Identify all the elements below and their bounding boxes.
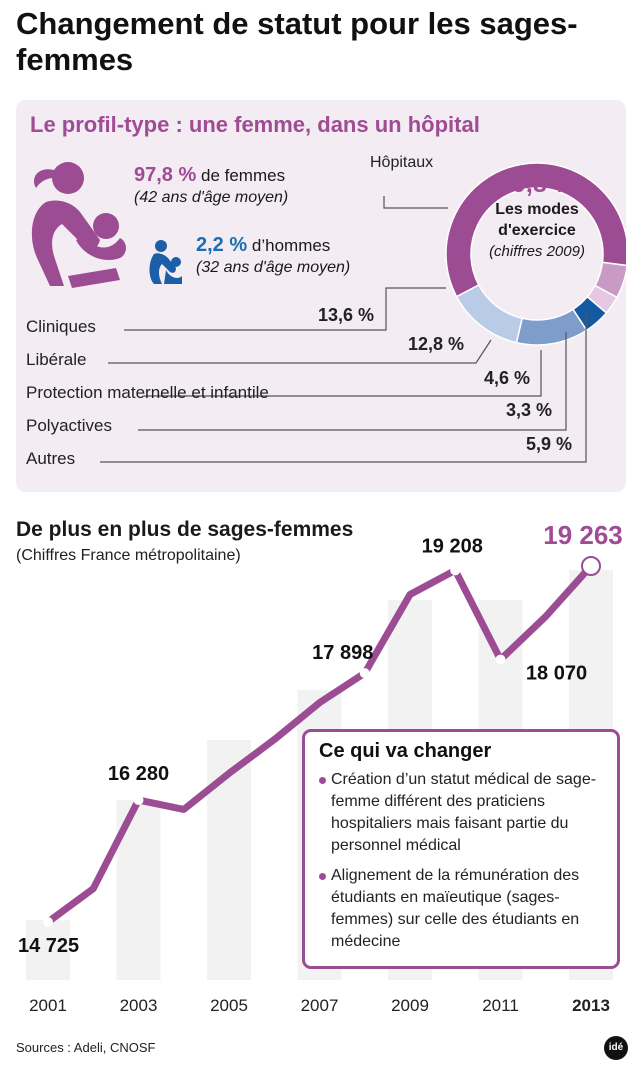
grid-bar-2001 xyxy=(26,920,70,980)
donut-line3: (chiffres 2009) xyxy=(489,243,585,260)
sources: Sources : Adeli, CNOSF xyxy=(16,1040,156,1055)
x-tick-2009: 2009 xyxy=(391,996,429,1015)
point-2010 xyxy=(450,565,461,576)
profile-title: Le profil-type : une femme, dans un hôpi… xyxy=(30,112,480,137)
donut-line2: d'exercice xyxy=(498,222,576,239)
leader-liberale xyxy=(108,339,492,364)
mother-child-icon xyxy=(31,162,126,288)
label-pmi: Protection maternelle et infantile xyxy=(26,383,269,402)
leader-autres xyxy=(100,314,587,463)
point-2011 xyxy=(495,654,506,665)
pct-cliniques: 13,6 % xyxy=(317,305,374,325)
label-polyactives: Polyactives xyxy=(26,416,112,435)
label-liberale: Libérale xyxy=(26,350,87,369)
callout-list: Création d’un statut médical de sage-fem… xyxy=(319,769,603,953)
men-stat: 2,2 % d’hommes (32 ans d'âge moyen) xyxy=(196,234,350,279)
donut-chart xyxy=(100,162,626,463)
women-label: de femmes xyxy=(201,166,286,185)
ide-logo: idé xyxy=(604,1036,628,1060)
leader-hospitals xyxy=(383,196,448,209)
leader-pmi xyxy=(144,350,542,397)
data-label-2008: 17 898 xyxy=(312,642,373,664)
x-tick-2013: 2013 xyxy=(572,996,610,1015)
father-child-icon xyxy=(149,240,182,284)
x-tick-2005: 2005 xyxy=(210,996,248,1015)
point-2003 xyxy=(133,795,144,806)
x-tick-2003: 2003 xyxy=(120,996,158,1015)
donut-center: 59,8 % Les modes d'exercice (chiffres 20… xyxy=(452,170,622,262)
x-tick-2007: 2007 xyxy=(301,996,339,1015)
data-label-2013: 19 263 xyxy=(543,520,623,550)
label-autres: Autres xyxy=(26,449,76,468)
profile-panel: Le profil-type : une femme, dans un hôpi… xyxy=(16,100,626,492)
donut-slice-hospitals xyxy=(445,162,626,298)
pct-pmi: 4,6 % xyxy=(483,368,530,388)
men-pct: 2,2 % xyxy=(196,234,248,256)
men-sub: (32 ans d'âge moyen) xyxy=(196,259,351,276)
callout-title: Ce qui va changer xyxy=(319,740,492,762)
men-label: d’hommes xyxy=(251,236,331,255)
label-cliniques: Cliniques xyxy=(26,317,96,336)
donut-slice-cliniques xyxy=(455,283,524,344)
pct-polyactives: 3,3 % xyxy=(505,400,552,420)
point-2008 xyxy=(359,668,370,679)
leader-cliniques xyxy=(124,287,446,331)
data-label-2011: 18 070 xyxy=(526,663,587,685)
leader-polyactives xyxy=(138,332,567,431)
x-tick-2001: 2001 xyxy=(29,996,67,1015)
hospital-label: Hôpitaux xyxy=(370,154,434,171)
women-stat: 97,8 % de femmes (42 ans d'âge moyen) xyxy=(134,164,288,209)
point-2013 xyxy=(581,556,601,576)
chart-subtitle: (Chiffres France métropolitaine) xyxy=(16,547,241,564)
callout-item: Alignement de la rémunération des étudia… xyxy=(319,865,603,953)
pct-autres: 5,9 % xyxy=(525,434,572,454)
callout-item: Création d’un statut médical de sage-fem… xyxy=(319,769,603,857)
donut-pct: 59,8 % xyxy=(498,170,576,198)
grid-bar-2005 xyxy=(207,740,251,980)
women-sub: (42 ans d'âge moyen) xyxy=(134,189,289,206)
point-2001 xyxy=(43,917,53,927)
chart-title: De plus en plus de sages-femmes xyxy=(16,518,354,541)
changes-callout: Ce qui va changer Création d’un statut m… xyxy=(302,729,620,969)
page-title: Changement de statut pour les sages-femm… xyxy=(16,6,578,77)
data-label-2010: 19 208 xyxy=(422,535,483,557)
x-tick-2011: 2011 xyxy=(482,996,519,1015)
donut-line1: Les modes xyxy=(495,201,579,218)
data-label-2003: 16 280 xyxy=(108,763,169,785)
women-pct: 97,8 % xyxy=(134,164,197,186)
data-label-2001: 14 725 xyxy=(18,935,79,957)
pct-liberale: 12,8 % xyxy=(407,334,464,354)
